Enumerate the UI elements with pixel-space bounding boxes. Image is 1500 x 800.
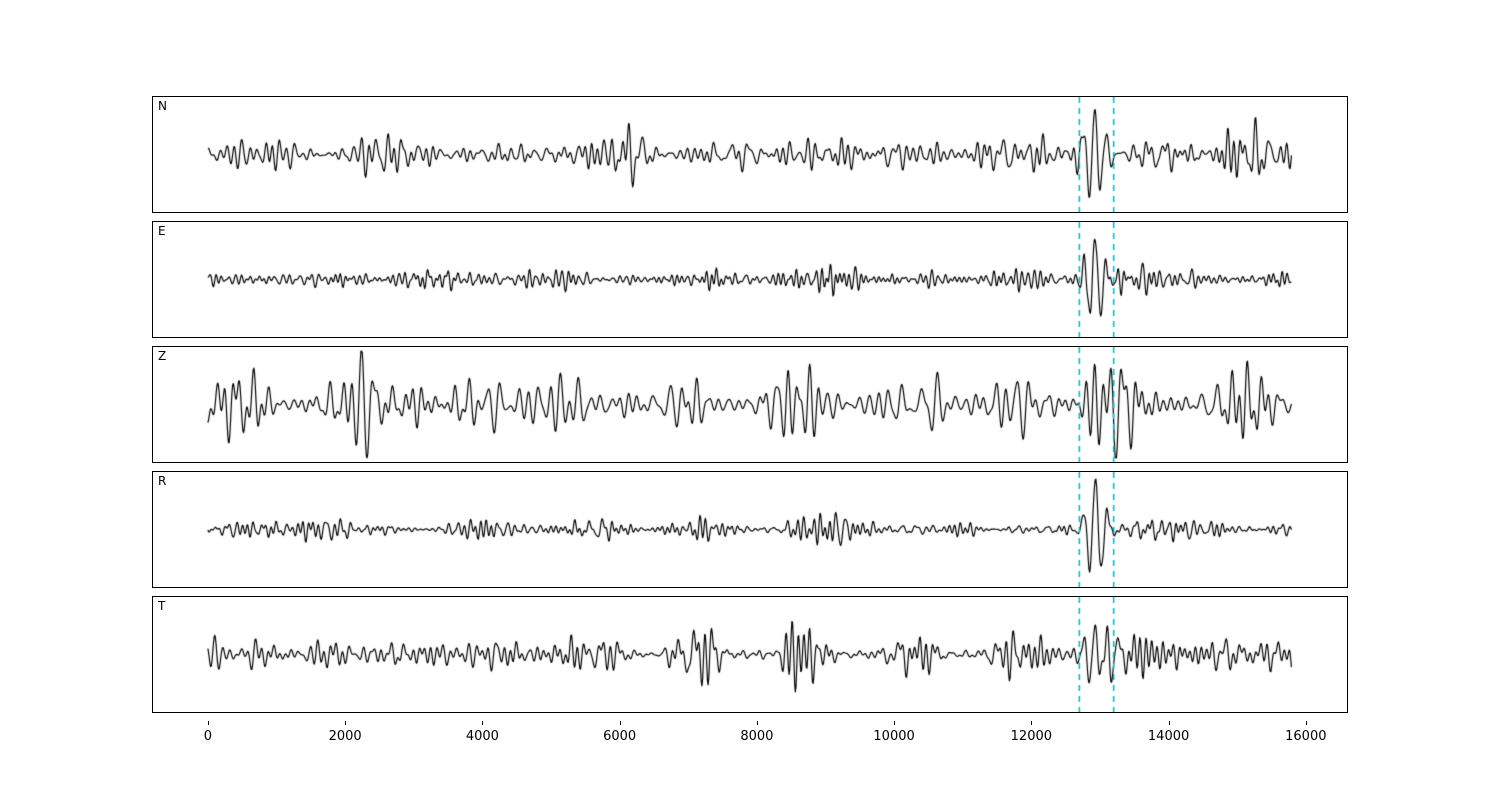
x-tick bbox=[1168, 721, 1170, 725]
trace-waveform-t bbox=[153, 597, 1347, 712]
trace-waveform-n bbox=[153, 97, 1347, 212]
x-tick bbox=[1305, 721, 1307, 725]
x-tick bbox=[894, 721, 896, 725]
x-tick-label: 14000 bbox=[1147, 729, 1190, 744]
x-tick-label: 2000 bbox=[328, 729, 362, 744]
x-tick-label: 8000 bbox=[740, 729, 774, 744]
x-axis: 0 2000 4000 6000 8000 10000 12000 14000 16000 bbox=[152, 721, 1348, 755]
trace-waveform-z bbox=[153, 347, 1347, 462]
trace-waveform-e bbox=[153, 222, 1347, 337]
trace-panel-e: E bbox=[152, 221, 1348, 338]
x-tick bbox=[207, 721, 209, 725]
x-tick bbox=[619, 721, 621, 725]
trace-label-e: E bbox=[158, 224, 166, 238]
x-tick-label: 6000 bbox=[603, 729, 637, 744]
x-tick-label: 4000 bbox=[465, 729, 499, 744]
x-tick bbox=[345, 721, 347, 725]
seismogram-figure: N E Z R T 0 2000 4000 6000 8000 10000 12000 140… bbox=[152, 96, 1348, 755]
trace-label-r: R bbox=[158, 474, 167, 488]
trace-panel-t: T bbox=[152, 596, 1348, 713]
trace-label-z: Z bbox=[158, 349, 167, 363]
x-tick bbox=[1031, 721, 1033, 725]
x-tick-label: 10000 bbox=[873, 729, 915, 744]
trace-panel-z: Z bbox=[152, 346, 1348, 463]
trace-label-t: T bbox=[158, 599, 166, 613]
x-tick bbox=[756, 721, 758, 725]
trace-panel-r: R bbox=[152, 471, 1348, 588]
trace-label-n: N bbox=[158, 99, 167, 113]
x-tick-label: 16000 bbox=[1285, 729, 1327, 744]
trace-panel-n: N bbox=[152, 96, 1348, 213]
x-tick-label: 0 bbox=[203, 729, 213, 744]
x-tick bbox=[482, 721, 484, 725]
x-tick-label: 12000 bbox=[1010, 729, 1053, 744]
trace-waveform-r bbox=[153, 472, 1347, 587]
